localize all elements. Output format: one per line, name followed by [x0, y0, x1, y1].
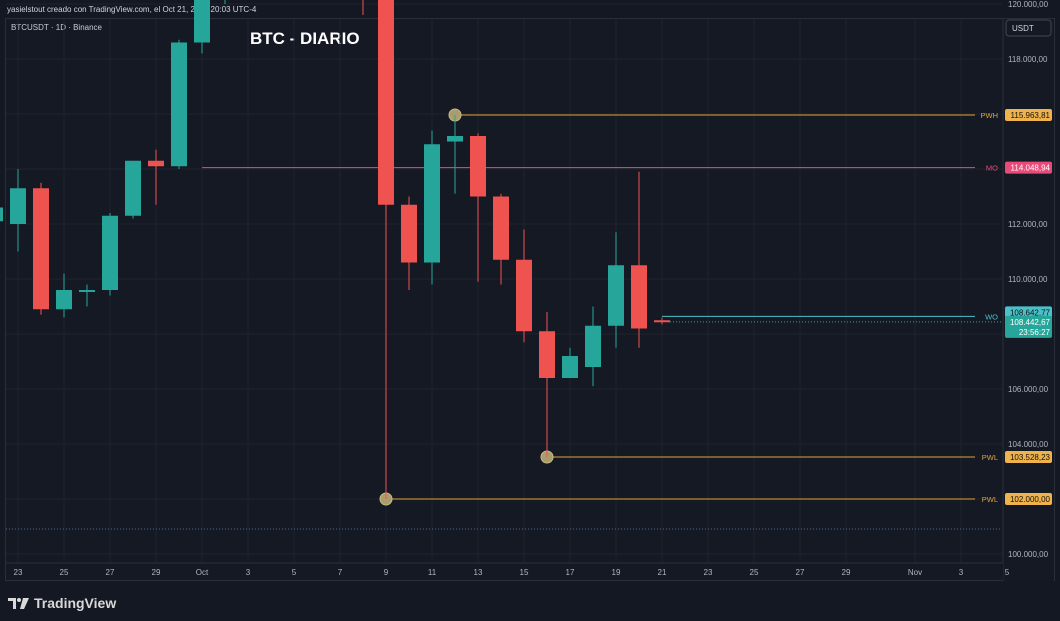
candle-body	[424, 144, 440, 263]
candle-body	[10, 188, 26, 224]
level-tag-wo: WO	[985, 312, 998, 321]
x-tick-label: 13	[474, 568, 483, 577]
candle-body	[102, 215, 118, 290]
x-tick-label: 23	[704, 568, 713, 577]
x-tick-label: 19	[612, 568, 621, 577]
x-axis-labels: 23 25 27 29 Oct 3 5 7 9 11 13 15 17 19 21 23 25 27 29 Nov 3 5	[14, 568, 1010, 577]
y-tick-label: 100.000,00	[1008, 550, 1049, 559]
candle-body	[654, 320, 670, 323]
candle-body	[148, 160, 164, 167]
x-tick-label: 3	[246, 568, 251, 577]
level-tag-pwl1: PWL	[982, 453, 998, 462]
candle-body	[194, 0, 210, 43]
price-tags: PWH126.199,63PWH115.963,81MO114.048,94WO…	[981, 108, 1052, 505]
price-label-pwl1: 103.528,23	[1010, 453, 1051, 462]
level-lines	[202, 108, 1002, 506]
currency-label: USDT	[1012, 24, 1034, 33]
countdown-label: 23:56:27	[1019, 328, 1051, 337]
candle-body	[378, 0, 394, 205]
x-tick-label: 9	[384, 568, 389, 577]
x-tick-label: Oct	[196, 568, 209, 577]
price-label-wo: 108.642,77	[1010, 308, 1051, 317]
candle-body	[516, 259, 532, 332]
x-tick-label: 11	[428, 568, 437, 577]
candle-body	[470, 136, 486, 197]
level-tag-pwh2: PWH	[981, 111, 999, 120]
candle-body	[447, 136, 463, 142]
candle-body	[608, 265, 624, 326]
level-tag-pwl2: PWL	[982, 495, 998, 504]
credit-text: yasielstout creado con TradingView.com, …	[7, 5, 257, 14]
symbol-info: BTCUSDT · 1D · Binance	[11, 23, 103, 32]
y-tick-label: 106.000,00	[1008, 385, 1049, 394]
footer: TradingView	[0, 581, 1060, 621]
y-tick-label: 110.000,00	[1008, 275, 1048, 284]
x-tick-label: 5	[1005, 568, 1010, 577]
candle-body	[0, 207, 3, 222]
candle-body	[125, 160, 141, 216]
x-tick-label: 17	[566, 568, 575, 577]
candle-body	[562, 356, 578, 378]
price-label-bg	[1005, 450, 1052, 463]
candle-body	[56, 290, 72, 310]
x-tick-label: 29	[152, 568, 161, 577]
current-price-label: 108.442,67	[1010, 318, 1051, 327]
price-label-bg	[1005, 493, 1052, 505]
candle-body	[539, 331, 555, 378]
x-tick-label: 3	[959, 568, 964, 577]
y-tick-label: 112.000,00	[1008, 220, 1048, 229]
x-tick-label: Nov	[908, 568, 922, 577]
brand-name: TradingView	[34, 595, 117, 611]
candle-body	[493, 196, 509, 260]
current-price-bg	[1005, 315, 1052, 338]
price-label-bg	[1005, 108, 1052, 121]
grid	[6, 3, 1008, 562]
x-tick-label: 29	[842, 568, 851, 577]
candle-body	[631, 265, 647, 329]
x-tick-label: 23	[14, 568, 23, 577]
candle-body	[171, 42, 187, 167]
chart-title: BTC - DIARIO	[250, 29, 360, 48]
candle-body	[33, 188, 49, 310]
reference-hairlines	[6, 528, 1002, 530]
x-tick-label: 21	[658, 568, 667, 577]
currency-button[interactable]: USDT	[1005, 19, 1052, 37]
price-label-bg	[1005, 161, 1052, 174]
x-tick-label: 27	[106, 568, 115, 577]
candles	[0, 0, 670, 499]
tradingview-logo[interactable]: TradingView	[8, 595, 116, 611]
candle-body	[401, 204, 417, 263]
price-label-pwh2: 115.963,81	[1011, 111, 1051, 120]
y-tick-label: 118.000,00	[1008, 55, 1048, 64]
candle-body	[585, 325, 601, 367]
x-tick-label: 15	[520, 568, 529, 577]
level-tag-mo: MO	[986, 164, 998, 173]
y-tick-label: 120.000,00	[1008, 0, 1049, 9]
price-label-bg	[1005, 306, 1052, 319]
x-tick-label: 25	[60, 568, 69, 577]
tradingview-logo-icon	[8, 598, 29, 609]
y-tick-label: 104.000,00	[1008, 440, 1049, 449]
x-tick-label: 25	[750, 568, 759, 577]
price-label-pwl2: 102.000,00	[1010, 495, 1051, 504]
price-label-mo: 114.048,94	[1011, 164, 1051, 173]
x-tick-label: 7	[338, 568, 343, 577]
candle-body	[79, 290, 95, 292]
x-tick-label: 27	[796, 568, 805, 577]
x-tick-label: 5	[292, 568, 297, 577]
